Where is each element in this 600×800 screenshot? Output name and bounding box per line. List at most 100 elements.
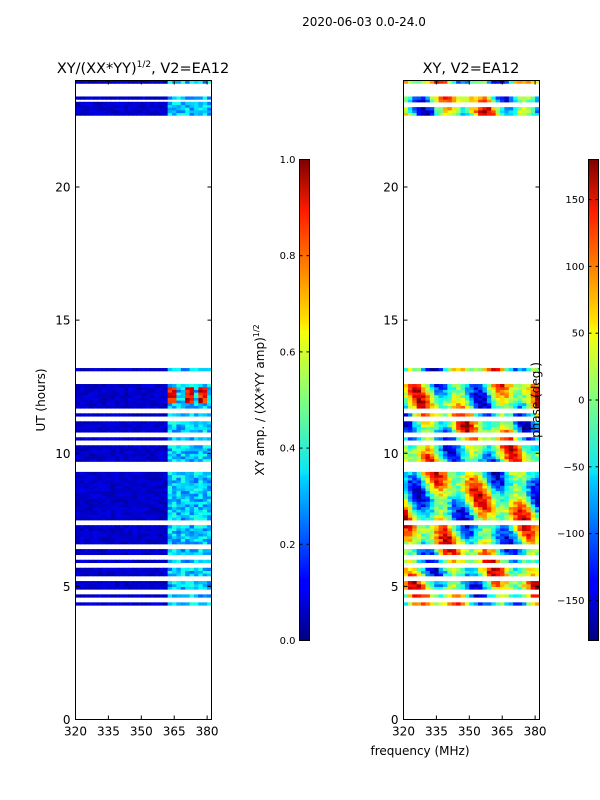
heatmap-cell: [425, 517, 431, 521]
heatmap-cell: [442, 477, 448, 481]
heatmap-cell: [521, 402, 527, 406]
heatmap-cell: [421, 458, 427, 462]
heatmap-cell: [495, 525, 501, 529]
heatmap-cell: [172, 455, 178, 460]
heatmap-cell: [521, 482, 527, 486]
heatmap-cell: [172, 493, 178, 497]
heatmap-cell: [504, 455, 510, 460]
heatmap-cell: [491, 429, 497, 433]
y-tick-label: 10: [55, 447, 70, 461]
heatmap-cell: [482, 501, 488, 505]
heatmap-cell: [128, 479, 134, 484]
heatmap-cell: [145, 389, 151, 393]
heatmap-cell: [416, 455, 422, 460]
heatmap-cell: [473, 581, 479, 585]
heatmap-cell: [491, 474, 497, 478]
heatmap-cell: [482, 437, 488, 441]
heatmap-cell: [79, 493, 85, 497]
heatmap-cell: [403, 487, 409, 492]
heatmap-cell: [154, 386, 160, 390]
heatmap-cell: [460, 511, 466, 516]
heatmap-cell: [145, 447, 151, 452]
heatmap-cell: [114, 397, 120, 401]
heatmap-cell: [93, 477, 99, 481]
heatmap-cell: [163, 384, 169, 388]
heatmap-cell: [119, 405, 125, 409]
heatmap-cell: [193, 389, 199, 393]
heatmap-cell: [119, 368, 125, 372]
heatmap-cell: [434, 482, 440, 486]
heatmap-cell: [101, 392, 107, 396]
heatmap-cell: [407, 567, 413, 571]
heatmap-cell: [136, 490, 142, 494]
heatmap-cell: [110, 551, 116, 556]
heatmap-cell: [136, 413, 142, 417]
heatmap-cell: [101, 477, 107, 481]
heatmap-cell: [416, 402, 422, 406]
heatmap-cell: [132, 437, 138, 441]
heatmap-cell: [434, 426, 440, 430]
heatmap-cell: [434, 498, 440, 502]
heatmap-cell: [464, 602, 470, 606]
heatmap-cell: [114, 533, 120, 537]
heatmap-cell: [88, 527, 94, 532]
heatmap-cell: [207, 581, 212, 585]
heatmap-cell: [75, 104, 81, 108]
heatmap-cell: [403, 527, 409, 532]
heatmap-cell: [150, 101, 156, 106]
heatmap-cell: [438, 458, 444, 462]
colorbar-tick-label: 0.6: [280, 347, 296, 358]
heatmap-cell: [469, 99, 475, 103]
heatmap-cell: [163, 495, 169, 500]
heatmap-cell: [132, 495, 138, 500]
heatmap-cell: [478, 495, 484, 500]
heatmap-cell: [486, 541, 492, 545]
heatmap-cell: [451, 573, 457, 577]
heatmap-cell: [75, 541, 81, 545]
heatmap-cell: [189, 525, 195, 529]
heatmap-cell: [473, 570, 479, 574]
heatmap-cell: [491, 392, 497, 396]
heatmap-cell: [482, 394, 488, 398]
heatmap-cell: [97, 437, 103, 441]
heatmap-cell: [93, 450, 99, 454]
heatmap-cell: [93, 109, 99, 114]
heatmap-cell: [421, 567, 427, 571]
heatmap-cell: [429, 384, 435, 388]
heatmap-cell: [442, 423, 448, 428]
heatmap-cell: [421, 107, 427, 111]
heatmap-cell: [141, 447, 147, 452]
heatmap-cell: [136, 573, 142, 577]
heatmap-cell: [176, 517, 182, 521]
heatmap-cell: [132, 570, 138, 574]
heatmap-cell: [421, 506, 427, 510]
heatmap-cell: [421, 559, 427, 564]
heatmap-cell: [434, 413, 440, 417]
heatmap-cell: [526, 583, 532, 587]
heatmap-cell: [198, 96, 204, 100]
heatmap-cell: [172, 602, 178, 606]
heatmap-cell: [434, 527, 440, 532]
heatmap-cell: [207, 413, 212, 417]
heatmap-cell: [202, 570, 208, 574]
heatmap-cell: [158, 511, 164, 516]
heatmap-cell: [434, 402, 440, 406]
heatmap-cell: [198, 533, 204, 537]
y-tick-label: 5: [391, 580, 399, 594]
heatmap-cell: [478, 421, 484, 425]
heatmap-cell: [451, 517, 457, 521]
heatmap-cell: [101, 535, 107, 540]
heatmap-cell: [504, 479, 510, 484]
heatmap-cell: [97, 511, 103, 516]
heatmap-cell: [163, 101, 169, 106]
heatmap-cell: [526, 573, 532, 577]
heatmap-cell: [88, 402, 94, 406]
heatmap-cell: [84, 549, 90, 553]
heatmap-cell: [469, 527, 475, 532]
heatmap-cell: [513, 573, 519, 577]
heatmap-cell: [460, 453, 466, 457]
heatmap-cell: [504, 490, 510, 494]
heatmap-cell: [136, 450, 142, 454]
heatmap-cell: [429, 559, 435, 564]
heatmap-cell: [193, 530, 199, 534]
